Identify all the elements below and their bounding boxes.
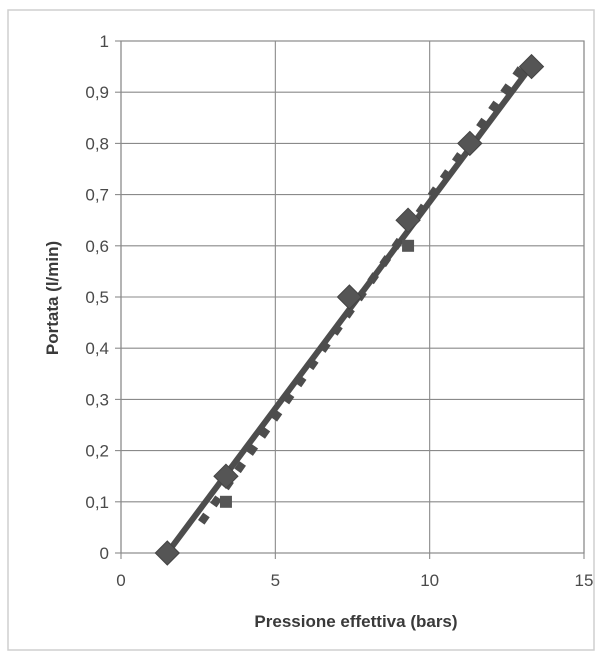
y-tick-label: 0: [100, 544, 109, 563]
y-axis-title: Portata (l/min): [43, 241, 62, 355]
y-tick-label: 0,2: [85, 442, 109, 461]
y-tick-label: 0,4: [85, 339, 109, 358]
x-tick-label: 10: [420, 571, 439, 590]
x-tick-label: 15: [575, 571, 594, 590]
x-tick-label: 5: [271, 571, 280, 590]
x-axis-title: Pressione effettiva (bars): [254, 612, 457, 631]
diamond-point: [213, 463, 239, 489]
y-tick-label: 0,9: [85, 83, 109, 102]
square-point: [402, 239, 415, 252]
y-tick-label: 0,1: [85, 493, 109, 512]
diamond-point: [154, 540, 181, 566]
y-tick-label: 0,3: [85, 390, 109, 409]
y-tick-label: 0,8: [85, 134, 109, 153]
x-tick-label: 0: [116, 571, 125, 590]
y-tick-label: 1: [100, 32, 109, 51]
diamond-point: [336, 284, 363, 310]
y-tick-label: 0,5: [85, 288, 109, 307]
diamond-point: [518, 53, 545, 80]
diamond-point: [457, 130, 483, 157]
square-point: [219, 495, 232, 508]
y-tick-label: 0,7: [85, 186, 109, 205]
y-tick-label: 0,6: [85, 237, 109, 256]
diamond-point: [395, 207, 421, 233]
